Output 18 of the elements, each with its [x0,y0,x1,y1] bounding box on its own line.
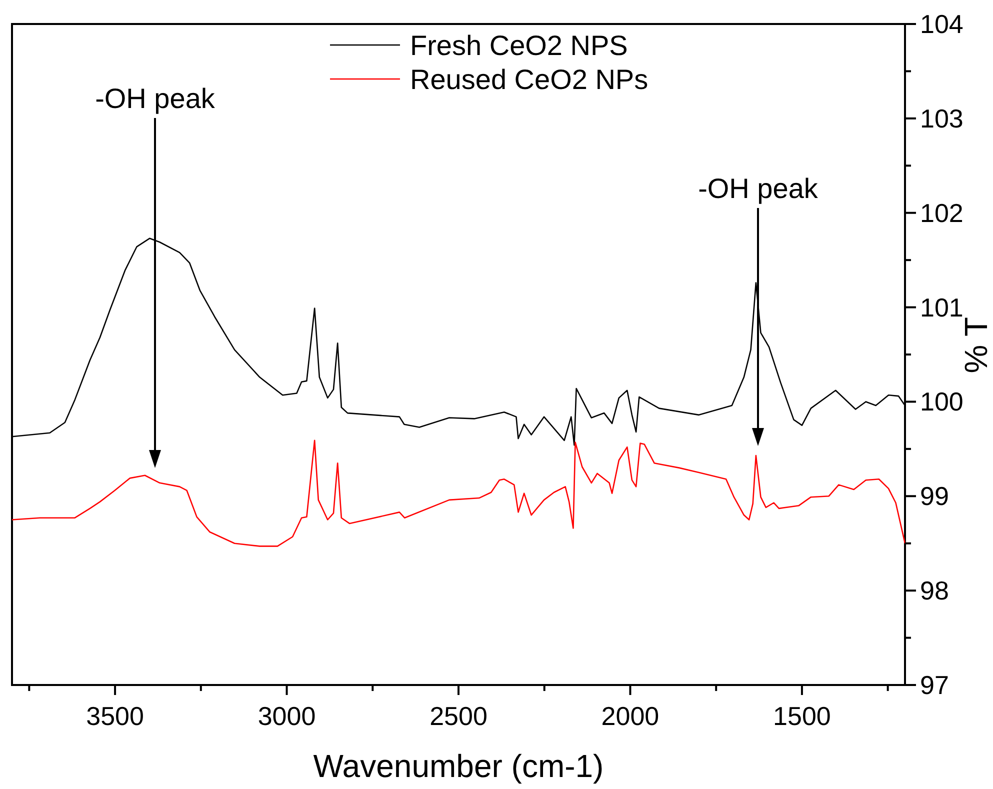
x-axis-title: Wavenumber (cm-1) [313,748,604,784]
y-tick-label: 103 [920,103,964,134]
legend-label: Reused CeO2 NPs [410,64,648,95]
y-tick-label: 104 [920,9,964,39]
x-tick-label: 1500 [773,701,831,731]
legend-label: Fresh CeO2 NPS [410,30,628,61]
y-tick-label: 97 [920,670,949,700]
x-tick-label: 3000 [258,701,316,731]
y-tick-label: 99 [920,481,949,512]
annotation: -OH peak [698,173,819,204]
y-tick-label: 98 [920,576,949,606]
line-series [11,440,906,547]
x-tick-label: 2500 [430,701,488,731]
x-tick-label: 2000 [601,701,660,731]
annotation: -OH peak [95,83,216,114]
x-tick-label: 3500 [86,701,144,731]
y-tick-label: 100 [920,386,964,417]
y-tick-label: 102 [920,198,964,228]
